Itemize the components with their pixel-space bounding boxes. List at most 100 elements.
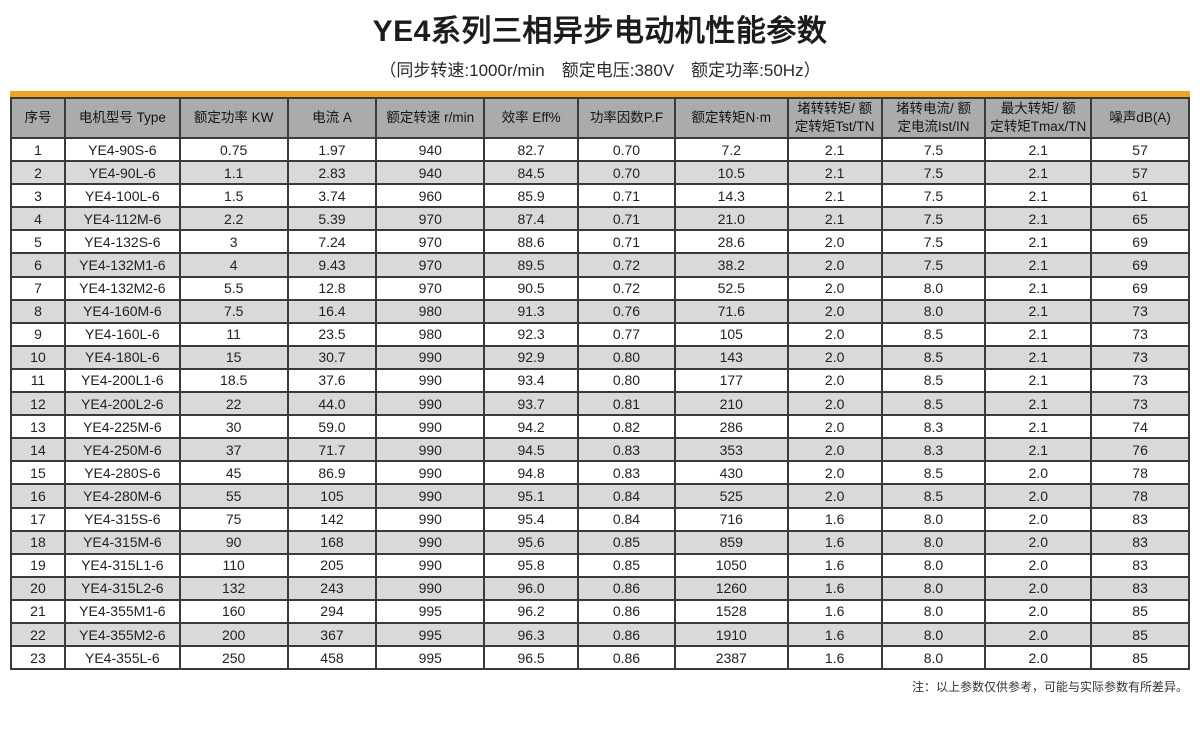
table-cell: 0.77: [577, 321, 676, 347]
table-cell: 14.3: [673, 183, 789, 209]
table-cell: 2.0: [984, 645, 1093, 671]
table-cell: 8.0: [880, 529, 987, 555]
table-cell: 92.3: [483, 321, 580, 347]
table-cell: 1: [10, 136, 66, 163]
table-cell: YE4-160M-6: [63, 298, 181, 324]
table-cell: 76: [1090, 437, 1190, 463]
table-cell: 19: [10, 552, 66, 578]
table-cell: 75: [178, 506, 289, 532]
table-cell: 995: [375, 645, 486, 671]
table-cell: 8.3: [880, 437, 987, 463]
table-row: 2 YE4-90L-6 1.1 2.83 940 84.5 0.70 10.5 2.1 7.5 2.…: [10, 160, 1190, 186]
table-cell: 0.80: [577, 367, 676, 394]
table-cell: 2.0: [984, 598, 1093, 624]
table-cell: 94.8: [483, 460, 580, 486]
table-cell: 44.0: [286, 391, 378, 417]
table-cell: 7.2: [673, 136, 789, 163]
table-cell: 18.5: [178, 367, 289, 394]
table-cell: 1050: [673, 552, 789, 578]
table-cell: 96.2: [483, 598, 580, 624]
table-row: 14 YE4-250M-6 37 71.7 990 94.5 0.83 353 2.0 8.3 2.…: [10, 437, 1190, 463]
table-cell: 85: [1090, 598, 1190, 624]
table-cell: 1.6: [786, 529, 883, 555]
table-cell: 0.75: [178, 136, 289, 163]
table-cell: 9: [10, 321, 66, 347]
table-cell: 3.74: [286, 183, 378, 209]
table-cell: 243: [286, 575, 378, 601]
table-cell: 2.0: [984, 552, 1093, 578]
table-cell: 205: [286, 552, 378, 578]
table-cell: 86.9: [286, 460, 378, 486]
column-header: 效率 Eff%: [483, 97, 580, 139]
table-cell: 8.0: [880, 552, 987, 578]
header-row: 序号 电机型号 Type 额定功率 KW 电流 A 额定转速 r/min 效率 Eff% 功…: [10, 97, 1190, 139]
table-cell: 286: [673, 414, 789, 440]
table-cell: 8.0: [880, 575, 987, 601]
table-cell: 143: [673, 344, 789, 370]
table-row: 1 YE4-90S-6 0.75 1.97 940 82.7 0.70 7.2 2.1 7.5 2.…: [10, 136, 1190, 163]
table-cell: 10: [10, 344, 66, 370]
table-cell: 970: [375, 229, 486, 255]
table-cell: 2.83: [286, 160, 378, 186]
table-cell: 859: [673, 529, 789, 555]
table-cell: 2.1: [984, 298, 1093, 324]
table-row: 23 YE4-355L-6 250 458 995 96.5 0.86 2387 1.6 8.0 2…: [10, 645, 1190, 671]
table-cell: 2.0: [984, 529, 1093, 555]
table-cell: 990: [375, 391, 486, 417]
table-row: 7 YE4-132M2-6 5.5 12.8 970 90.5 0.72 52.5 2.0 8.0…: [10, 275, 1190, 301]
table-cell: 995: [375, 621, 486, 648]
table-row: 4 YE4-112M-6 2.2 5.39 970 87.4 0.71 21.0 2.1 7.5 2…: [10, 206, 1190, 232]
table-cell: 0.80: [577, 344, 676, 370]
table-cell: 2.0: [786, 252, 883, 278]
table-cell: 93.7: [483, 391, 580, 417]
table-cell: 250: [178, 645, 289, 671]
table-cell: 3: [178, 229, 289, 255]
table-cell: 105: [673, 321, 789, 347]
table-cell: 8.0: [880, 598, 987, 624]
column-header: 额定功率 KW: [178, 97, 289, 139]
table-cell: 2.1: [984, 437, 1093, 463]
table-cell: 57: [1090, 136, 1190, 163]
table-cell: 30: [178, 414, 289, 440]
table-cell: 8.0: [880, 621, 987, 648]
table-cell: 69: [1090, 229, 1190, 255]
table-cell: 16: [10, 483, 66, 509]
table-cell: 980: [375, 298, 486, 324]
table-cell: 1.6: [786, 645, 883, 671]
table-cell: 23: [10, 645, 66, 671]
table-row: 21 YE4-355M1-6 160 294 995 96.2 0.86 1528 1.6 8.0…: [10, 598, 1190, 624]
table-cell: 2.0: [786, 298, 883, 324]
table-cell: 8.3: [880, 414, 987, 440]
table-cell: YE4-355L-6: [63, 645, 181, 671]
table-cell: 0.86: [577, 645, 676, 671]
table-cell: 2.0: [786, 483, 883, 509]
table-cell: 995: [375, 598, 486, 624]
table-row: 10 YE4-180L-6 15 30.7 990 92.9 0.80 143 2.0 8.5 2.…: [10, 344, 1190, 370]
table-cell: 5.5: [178, 275, 289, 301]
table-cell: 90: [178, 529, 289, 555]
table-cell: 0.85: [577, 529, 676, 555]
table-cell: YE4-112M-6: [63, 206, 181, 232]
table-cell: 4: [178, 252, 289, 278]
table-cell: YE4-200L2-6: [63, 391, 181, 417]
table-cell: 22: [178, 391, 289, 417]
column-header: 电机型号 Type: [63, 97, 181, 139]
table-cell: 74: [1090, 414, 1190, 440]
table-cell: 0.82: [577, 414, 676, 440]
table-cell: 14: [10, 437, 66, 463]
table-cell: YE4-90S-6: [63, 136, 181, 163]
table-cell: 2.1: [984, 252, 1093, 278]
table-cell: 21.0: [673, 206, 789, 232]
table-cell: 990: [375, 529, 486, 555]
table-cell: 0.86: [577, 575, 676, 601]
table-cell: 18: [10, 529, 66, 555]
table-cell: 160: [178, 598, 289, 624]
column-header: 额定转矩N·m: [673, 97, 789, 139]
table-cell: 990: [375, 483, 486, 509]
table-cell: 71.7: [286, 437, 378, 463]
table-cell: YE4-200L1-6: [63, 367, 181, 394]
column-header: 堵转电流/ 额 定电流Ist/IN: [880, 97, 987, 139]
table-cell: 0.70: [577, 160, 676, 186]
table-cell: 940: [375, 136, 486, 163]
table-cell: 0.70: [577, 136, 676, 163]
